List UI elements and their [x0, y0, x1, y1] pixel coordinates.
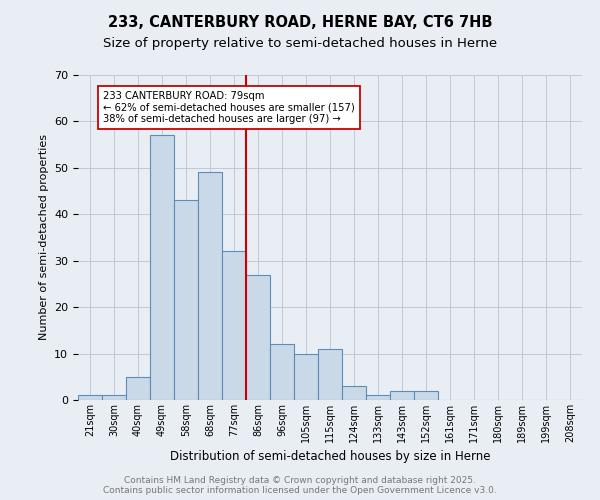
Bar: [342, 386, 366, 400]
Bar: [270, 344, 294, 400]
Bar: [222, 252, 246, 400]
Y-axis label: Number of semi-detached properties: Number of semi-detached properties: [38, 134, 49, 340]
Text: Contains HM Land Registry data © Crown copyright and database right 2025.
Contai: Contains HM Land Registry data © Crown c…: [103, 476, 497, 495]
Text: 233, CANTERBURY ROAD, HERNE BAY, CT6 7HB: 233, CANTERBURY ROAD, HERNE BAY, CT6 7HB: [108, 15, 492, 30]
Bar: [318, 349, 342, 400]
Bar: [366, 396, 390, 400]
Text: 233 CANTERBURY ROAD: 79sqm
← 62% of semi-detached houses are smaller (157)
38% o: 233 CANTERBURY ROAD: 79sqm ← 62% of semi…: [103, 91, 355, 124]
Bar: [126, 377, 150, 400]
Bar: [246, 274, 270, 400]
Bar: [198, 172, 222, 400]
X-axis label: Distribution of semi-detached houses by size in Herne: Distribution of semi-detached houses by …: [170, 450, 490, 464]
Bar: [390, 390, 414, 400]
Bar: [294, 354, 318, 400]
Text: Size of property relative to semi-detached houses in Herne: Size of property relative to semi-detach…: [103, 38, 497, 51]
Bar: [174, 200, 198, 400]
Bar: [102, 396, 126, 400]
Bar: [78, 396, 102, 400]
Bar: [414, 390, 438, 400]
Bar: [150, 136, 174, 400]
